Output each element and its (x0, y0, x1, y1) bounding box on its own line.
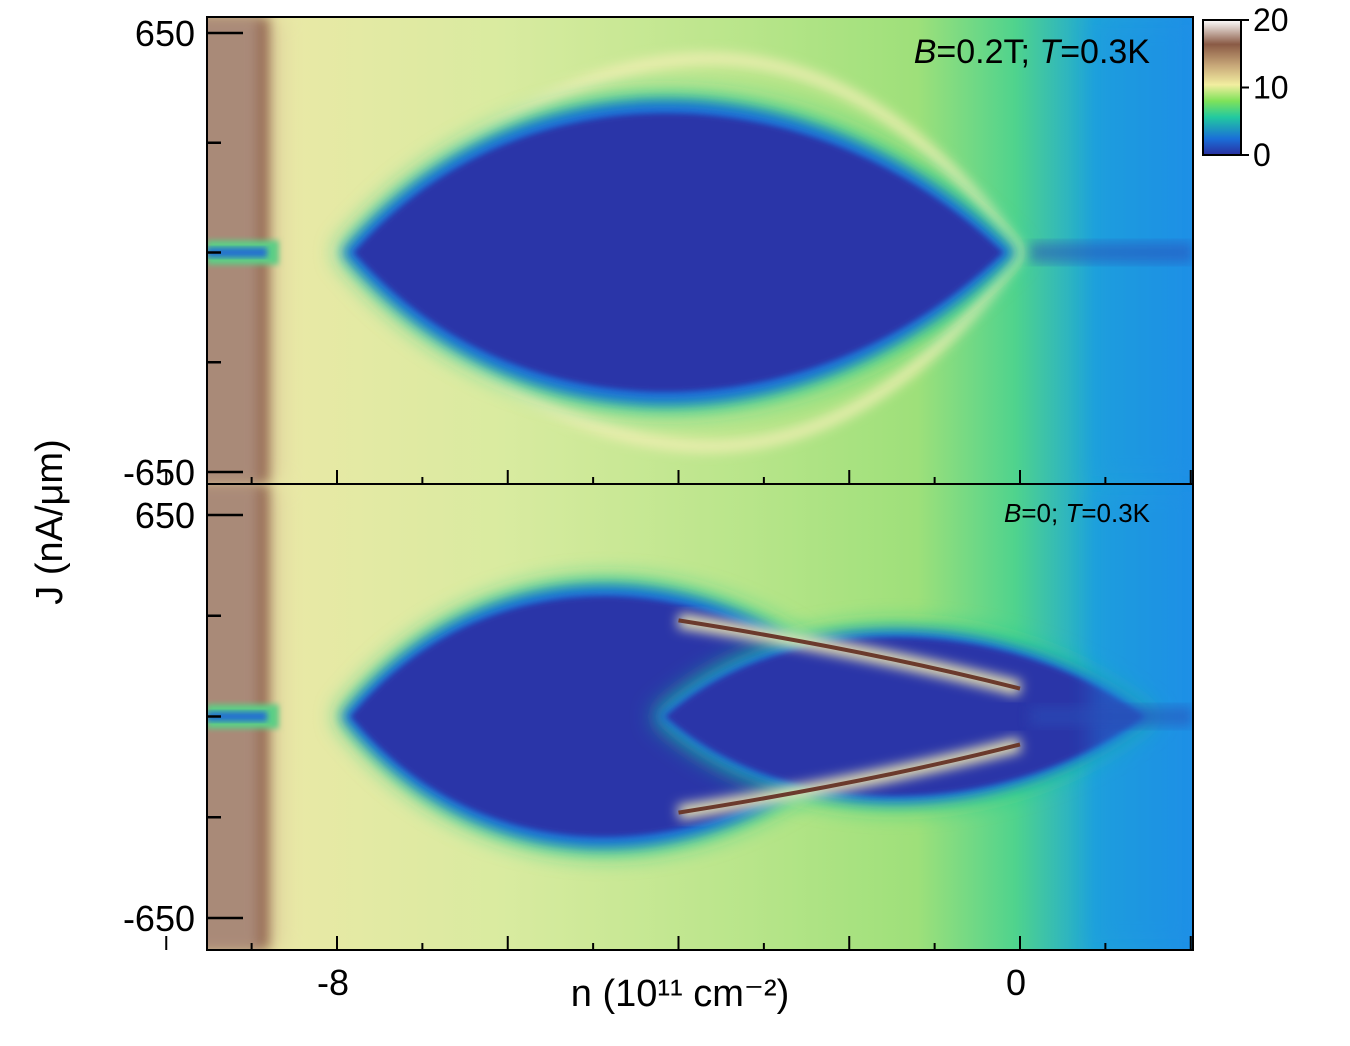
heatmap-peak-line (678, 618, 1021, 691)
heatmap-zero-stripe-blue (207, 247, 267, 258)
x-tick-label: -8 (317, 962, 349, 1003)
y-axis-label: J (nA/μm) (29, 439, 71, 604)
y-tick-label: 650 (135, 13, 195, 54)
heatmap-peak-line (678, 742, 1021, 815)
colorbar: 20 10 0 (1202, 2, 1289, 173)
heatmap-zero-stripe-blue (207, 711, 267, 722)
heatmap-lobe-core (354, 113, 1003, 392)
y-tick-label: 650 (135, 495, 195, 536)
heatmap-right-zero-line (1030, 242, 1193, 263)
panel-annotation-bottom: B=0; T=0.3K (1004, 498, 1151, 528)
heatmap-panel-top (207, 17, 1193, 484)
colorbar-gradient (1202, 19, 1242, 156)
colorbar-tick-label: 20 (1253, 2, 1289, 38)
panel-annotation-top: B=0.2T; T=0.3K (914, 33, 1151, 71)
colorbar-tick-label: 0 (1253, 137, 1271, 173)
x-tick-label: 0 (1006, 962, 1026, 1003)
x-axis-label: n (10¹¹ cm⁻²) (571, 973, 790, 1015)
colorbar-tick-label: 10 (1253, 70, 1289, 106)
y-tick-label: -650 (123, 452, 195, 493)
heatmap-lobe-core (665, 637, 1145, 796)
heatmap-right-zero-line (1030, 706, 1193, 727)
heatmap-panel-bottom (207, 484, 1193, 950)
y-tick-label: -650 (123, 898, 195, 939)
